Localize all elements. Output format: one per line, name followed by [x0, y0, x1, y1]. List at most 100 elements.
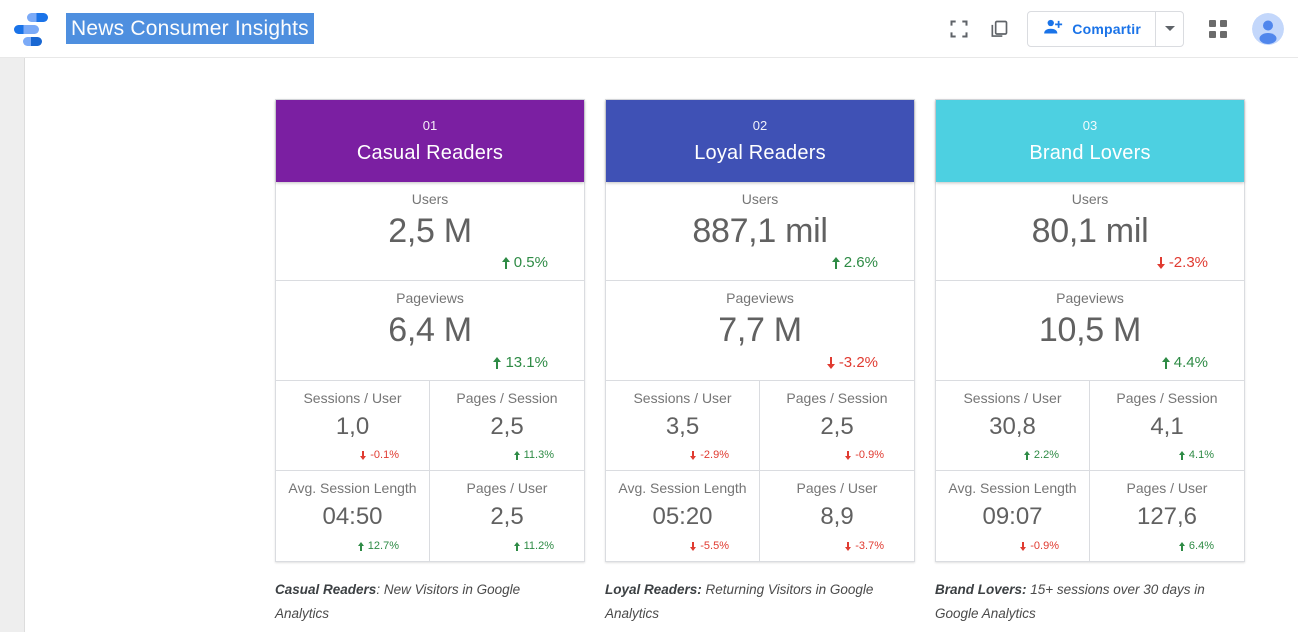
fullscreen-button[interactable]	[939, 9, 979, 49]
segment-title: Loyal Readers	[694, 141, 826, 164]
metric-label: Pages / User	[1126, 480, 1208, 496]
segment-number: 02	[752, 117, 768, 133]
metric-delta: 12.7%	[357, 540, 399, 552]
metric-label: Avg. Session Length	[618, 480, 747, 496]
trend-arrow-icon	[845, 450, 852, 460]
report-title[interactable]: News Consumer Insights	[66, 12, 314, 45]
scorecard-pages-per-user: Pages / User 127,6 6.4%	[1090, 471, 1244, 561]
metric-label: Pages / Session	[1116, 390, 1218, 406]
metric-value: 1,0	[335, 413, 370, 440]
trend-arrow-icon	[831, 256, 840, 269]
metric-label: Pages / Session	[786, 390, 888, 406]
metric-label: Avg. Session Length	[948, 480, 1077, 496]
metric-label: Pages / User	[796, 480, 878, 496]
share-button-label: Compartir	[1072, 20, 1141, 37]
scorecard-avg-session-length: Avg. Session Length 09:07 -0.9%	[936, 471, 1090, 561]
metric-delta: 4.4%	[1161, 354, 1208, 371]
avatar[interactable]	[1252, 12, 1284, 45]
share-options-dropdown[interactable]	[1155, 11, 1183, 46]
metric-label: Avg. Session Length	[288, 480, 417, 496]
scorecard-sessions-per-user: Sessions / User 30,8 2.2%	[936, 381, 1090, 470]
copy-pages-icon	[989, 19, 1009, 39]
trend-arrow-icon	[690, 450, 697, 460]
metric-label: Sessions / User	[633, 390, 732, 406]
fullscreen-icon	[949, 19, 969, 39]
segments-row: 01 Casual Readers Users 2,5 M 0.5% Pagev…	[275, 99, 1245, 562]
metric-value: 09:07	[982, 503, 1043, 530]
metric-row: Avg. Session Length 05:20 -5.5% Pages / …	[606, 471, 914, 561]
scorecard-pages-per-user: Pages / User 8,9 -3.7%	[760, 471, 914, 561]
metric-value: 05:20	[652, 503, 713, 530]
metric-value: 4,1	[1150, 413, 1184, 440]
segment-header: 01 Casual Readers	[276, 100, 584, 182]
metric-label: Sessions / User	[303, 390, 402, 406]
metric-value: 2,5 M	[388, 212, 472, 250]
scorecard-pages-per-session: Pages / Session 4,1 4.1%	[1090, 381, 1244, 470]
metric-delta: 4.1%	[1178, 449, 1214, 461]
metric-row: Avg. Session Length 09:07 -0.9% Pages / …	[936, 471, 1244, 561]
metric-delta: 11.3%	[513, 449, 554, 461]
metric-value: 2,5	[490, 503, 524, 530]
scorecard-pageviews: Pageviews 10,5 M 4.4%	[936, 281, 1244, 381]
segment-card-brand-lovers: 03 Brand Lovers Users 80,1 mil -2.3% Pag…	[935, 99, 1245, 562]
data-studio-logo-icon	[14, 11, 52, 47]
scorecard-users: Users 887,1 mil 2.6%	[606, 182, 914, 281]
segment-note-brand-lovers: Brand Lovers: 15+ sessions over 30 days …	[935, 582, 1205, 621]
apps-grid-icon	[1209, 19, 1227, 38]
trend-arrow-icon	[513, 541, 520, 551]
trend-arrow-icon	[360, 450, 367, 460]
metric-value: 30,8	[989, 413, 1036, 440]
share-button[interactable]: Compartir	[1028, 12, 1155, 46]
trend-arrow-icon	[1178, 450, 1185, 460]
trend-arrow-icon	[826, 356, 835, 369]
trend-arrow-icon	[845, 541, 852, 551]
metric-value: 7,7 M	[718, 311, 802, 349]
metric-value: 6,4 M	[388, 311, 472, 349]
metric-delta: -3.2%	[826, 354, 878, 371]
metric-label: Users	[411, 191, 449, 207]
metric-value: 80,1 mil	[1031, 212, 1149, 250]
scorecard-pages-per-session: Pages / Session 2,5 -0.9%	[760, 381, 914, 470]
metric-label: Pageviews	[396, 290, 464, 306]
share-button-group: Compartir	[1027, 10, 1184, 47]
metric-delta: 0.5%	[501, 254, 548, 271]
trend-arrow-icon	[513, 450, 520, 460]
metric-value: 10,5 M	[1038, 311, 1142, 349]
metric-value: 8,9	[820, 503, 854, 530]
trend-arrow-icon	[1023, 450, 1030, 460]
metric-value: 04:50	[322, 503, 383, 530]
segment-header: 02 Loyal Readers	[606, 100, 914, 182]
metric-delta: 2.6%	[831, 254, 878, 271]
metric-label: Sessions / User	[963, 390, 1062, 406]
copy-report-button[interactable]	[979, 9, 1019, 49]
metric-value: 3,5	[665, 413, 700, 440]
trend-arrow-icon	[1156, 256, 1165, 269]
metric-delta: -0.9%	[845, 449, 884, 461]
apps-grid-button[interactable]	[1198, 9, 1238, 49]
trend-arrow-icon	[690, 541, 697, 551]
segment-notes-row: Casual Readers: New Visitors in Google A…	[275, 578, 1245, 626]
trend-arrow-icon	[1161, 356, 1170, 369]
metric-value: 2,5	[490, 413, 524, 440]
scorecard-users: Users 2,5 M 0.5%	[276, 182, 584, 281]
trend-arrow-icon	[1020, 541, 1027, 551]
segment-note-loyal-readers: Loyal Readers: Returning Visitors in Goo…	[605, 582, 874, 621]
metric-row: Sessions / User 3,5 -2.9% Pages / Sessio…	[606, 381, 914, 471]
scorecard-pages-per-session: Pages / Session 2,5 11.3%	[430, 381, 584, 470]
scorecard-avg-session-length: Avg. Session Length 05:20 -5.5%	[606, 471, 760, 561]
trend-arrow-icon	[501, 256, 510, 269]
metric-value: 127,6	[1136, 503, 1198, 530]
metric-delta: -2.9%	[690, 449, 729, 461]
metric-label: Pages / User	[466, 480, 548, 496]
metric-value: 2,5	[820, 413, 854, 440]
trend-arrow-icon	[493, 356, 502, 369]
segment-note-casual-readers: Casual Readers: New Visitors in Google A…	[275, 582, 521, 621]
segment-title: Brand Lovers	[1029, 141, 1151, 164]
segment-card-loyal-readers: 02 Loyal Readers Users 887,1 mil 2.6% Pa…	[605, 99, 915, 562]
scorecard-pageviews: Pageviews 6,4 M 13.1%	[276, 281, 584, 381]
trend-arrow-icon	[1178, 541, 1185, 551]
segment-title: Casual Readers	[356, 141, 504, 164]
scorecard-pageviews: Pageviews 7,7 M -3.2%	[606, 281, 914, 381]
scorecard-avg-session-length: Avg. Session Length 04:50 12.7%	[276, 471, 430, 561]
metric-label: Users	[741, 191, 779, 207]
